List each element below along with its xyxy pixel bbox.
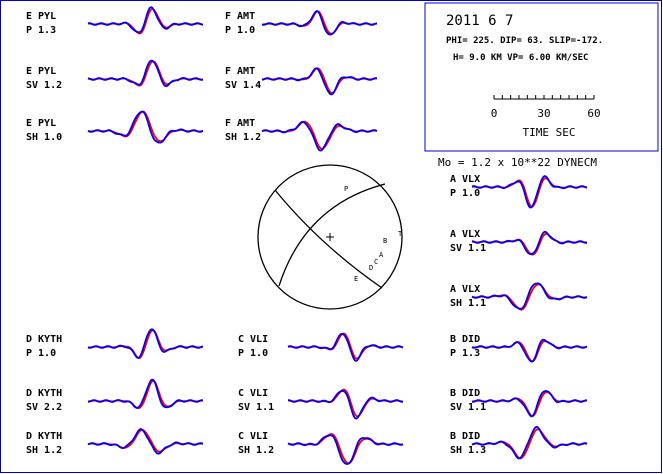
component-label-vli-sv: SV 1.1 [238,402,274,413]
observed-trace-pyl-p [87,6,204,34]
station-label-vlx-sh: A VLX [450,284,480,295]
component-label-vlx-sh: SH 1.1 [450,298,486,309]
component-label-pyl-sh: SH 1.0 [26,132,62,143]
synthetic-trace-vlx-p [471,177,588,208]
observed-trace-amt-sv [261,67,378,96]
pole-t-label: T [398,230,403,238]
nodal-plane-1 [274,189,383,289]
component-label-did-p: P 1.3 [450,348,480,359]
station-label-vli-sh: C VLI [238,431,268,442]
observed-trace-did-sv [472,390,588,418]
time-tick-0: 0 [491,107,498,120]
synthetic-trace-amt-sh [261,120,378,150]
observed-trace-pyl-sv [87,59,204,88]
component-label-amt-p: P 1.0 [225,25,255,36]
component-label-kyth-sv: SV 2.2 [26,402,62,413]
component-label-amt-sv: SV 1.4 [225,80,261,91]
observed-trace-amt-p [261,10,378,36]
station-label-vli-sv: C VLI [238,388,268,399]
station-label-pyl-sh: E PYL [26,118,56,129]
time-scale: 0 30 60 TIME SEC [491,95,601,139]
station-label-pyl-p: E PYL [26,11,56,22]
synthetic-trace-vli-sh [287,433,404,465]
observed-trace-vlx-sh [471,282,588,310]
station-label-kyth-sv: D KYTH [26,388,62,399]
synthetic-trace-vlx-sv [471,232,588,256]
synthetic-trace-kyth-p [87,329,204,360]
time-axis-label: TIME SEC [523,126,576,139]
component-label-vlx-p: P 1.0 [450,188,480,199]
component-label-kyth-sh: SH 1.2 [26,445,62,456]
observed-trace-did-sh [471,425,588,460]
observed-trace-kyth-p [87,328,204,359]
component-label-did-sh: SH 1.3 [450,445,486,456]
station-a-mark: A [379,251,384,259]
station-label-vlx-p: A VLX [450,174,480,185]
observed-trace-pyl-sh [87,110,204,144]
observed-trace-kyth-sh [87,428,204,455]
station-label-kyth-p: D KYTH [26,334,62,345]
component-label-pyl-sv: SV 1.2 [26,80,62,91]
station-c-mark: C [374,258,378,266]
station-b-mark: B [383,237,387,245]
station-label-did-sh: B DID [450,431,480,442]
station-label-did-sv: B DID [450,388,480,399]
observed-trace-vlx-sv [471,230,588,255]
synthetic-trace-did-sv [472,391,587,417]
beachball-circle [257,164,403,310]
observed-trace-vli-p [287,332,404,362]
station-e-mark: E [354,275,358,283]
component-label-amt-sh: SH 1.2 [225,132,261,143]
station-label-kyth-sh: D KYTH [26,431,62,442]
observed-trace-vli-sv [288,390,403,420]
time-tick-60: 60 [587,107,600,120]
time-tick-30: 30 [537,107,550,120]
component-label-vli-p: P 1.0 [238,348,268,359]
station-d-mark: D [369,264,373,272]
component-label-did-sv: SV 1.1 [450,402,486,413]
component-label-pyl-p: P 1.3 [26,25,56,36]
depth-velocity-text: H= 9.0 KM VP= 6.00 KM/SEC [453,53,588,63]
synthetic-trace-did-p [471,340,588,363]
observed-trace-vli-sh [287,434,404,465]
observed-trace-vlx-p [471,175,588,209]
observed-trace-amt-sh [261,121,378,152]
station-label-pyl-sv: E PYL [26,66,56,77]
component-label-vli-sh: SH 1.2 [238,445,274,456]
seismic-moment: Mo = 1.2 x 10**22 DYNECM [438,156,597,169]
station-label-vlx-sv: A VLX [450,229,480,240]
station-label-amt-sv: F AMT [225,66,255,77]
station-label-amt-sh: F AMT [225,118,255,129]
observed-trace-did-p [471,338,588,363]
component-label-vlx-sv: SV 1.1 [450,243,486,254]
component-label-kyth-p: P 1.0 [26,348,56,359]
station-label-amt-p: F AMT [225,11,255,22]
station-label-did-p: B DID [450,334,480,345]
focal-mechanism: P T E D C A B [257,164,403,310]
pole-p-label: P [344,185,348,193]
station-label-vli-p: C VLI [238,334,268,345]
nodal-plane-2 [278,183,386,287]
header-box [424,2,659,152]
mechanism-text: PHI= 225. DIP= 63. SLIP=-172. [446,36,603,46]
event-date: 2011 6 7 [446,13,513,29]
observed-trace-kyth-sv [87,378,203,409]
